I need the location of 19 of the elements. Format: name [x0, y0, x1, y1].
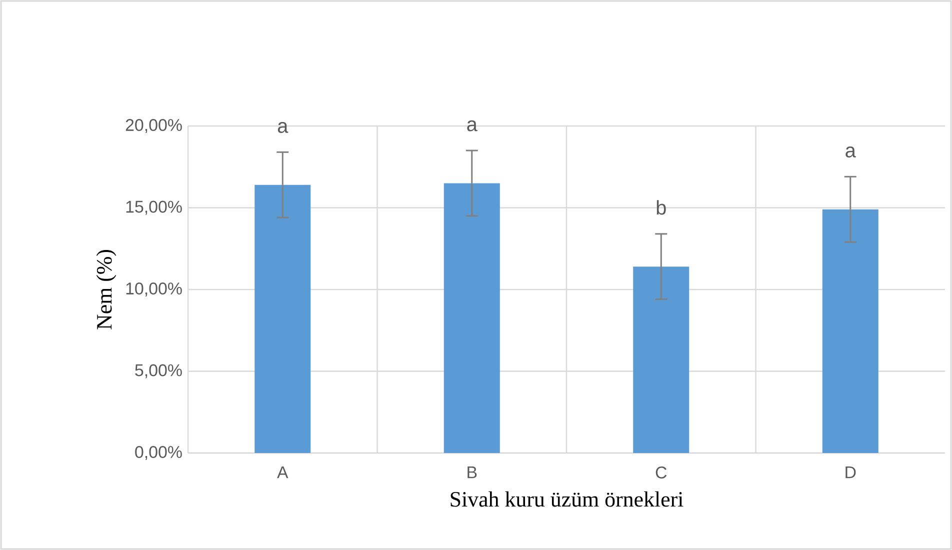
annotation: a: [846, 146, 856, 158]
annotation: b: [656, 200, 666, 215]
bar: [444, 183, 500, 453]
bar: [822, 209, 878, 453]
y-tick-label: 20,00%: [126, 118, 182, 133]
y-tick-label: 10,00%: [126, 282, 182, 296]
x-tick-label: B: [468, 466, 477, 478]
x-tick-label: D: [846, 466, 856, 478]
annotation: a: [278, 122, 288, 133]
bar: [633, 266, 690, 453]
y-axis-title: Nem (%): [96, 250, 116, 330]
y-tick-label: 5,00%: [135, 364, 182, 378]
x-tick-label: A: [277, 466, 288, 478]
y-tick-label: 0,00%: [135, 446, 182, 460]
x-axis-title: Sivah kuru üzüm örnekleri: [450, 491, 684, 507]
y-tick-label: 15,00%: [126, 200, 182, 215]
bar: [254, 184, 311, 453]
annotation: a: [467, 120, 478, 132]
x-tick-label: C: [656, 466, 667, 478]
